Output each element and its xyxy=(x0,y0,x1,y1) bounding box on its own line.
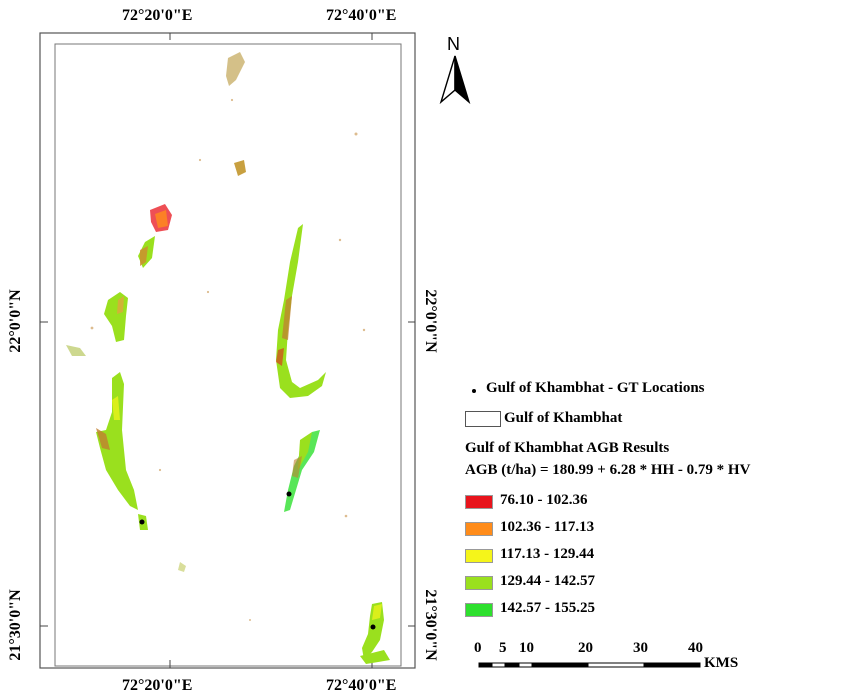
scale-bar-graphic xyxy=(478,662,701,668)
scale-tick-20: 20 xyxy=(578,640,593,656)
north-arrow-icon xyxy=(439,55,471,105)
class-swatch-3 xyxy=(465,549,493,563)
graticule-left-1: 22°0'0"N xyxy=(7,289,24,353)
class-label-5: 142.57 - 155.25 xyxy=(500,600,595,616)
gt-point xyxy=(370,624,376,630)
gt-location-icon xyxy=(472,389,476,393)
vegetation-right xyxy=(276,224,390,664)
gt-point xyxy=(139,519,145,525)
class-swatch-1 xyxy=(465,495,493,509)
gt-point xyxy=(286,491,292,497)
map-inner-frame xyxy=(54,43,402,667)
legend: Gulf of Khambhat - GT Locations Gulf of … xyxy=(460,380,840,630)
vegetation-left xyxy=(66,52,246,572)
scale-tick-40: 40 xyxy=(688,640,703,656)
scale-tick-5: 5 xyxy=(499,640,507,656)
north-label: N xyxy=(447,34,460,54)
class-swatch-4 xyxy=(465,576,493,590)
scale-tick-0: 0 xyxy=(474,640,482,656)
legend-equation: AGB (t/ha) = 180.99 + 6.28 * HH - 0.79 *… xyxy=(465,462,751,478)
scale-tick-30: 30 xyxy=(633,640,648,656)
class-label-4: 129.44 - 142.57 xyxy=(500,573,595,589)
graticule-bottom-2: 72°40'0"E xyxy=(326,677,397,694)
class-label-1: 76.10 - 102.36 xyxy=(500,492,588,508)
graticule-top-2: 72°40'0"E xyxy=(326,7,397,24)
boundary-swatch xyxy=(465,411,501,427)
speckles xyxy=(90,98,366,621)
class-swatch-2 xyxy=(465,522,493,536)
scale-tick-10: 10 xyxy=(519,640,534,656)
class-label-3: 117.13 - 129.44 xyxy=(500,546,595,562)
legend-gt-locations: Gulf of Khambhat - GT Locations xyxy=(486,380,705,396)
legend-title: Gulf of Khambhat AGB Results xyxy=(465,440,670,456)
legend-boundary: Gulf of Khambhat xyxy=(504,410,623,426)
gt-location-points xyxy=(139,491,376,630)
graticule-left-2: 21°30'0"N xyxy=(7,589,24,661)
class-swatch-5 xyxy=(465,603,493,617)
graticule-bottom-1: 72°20'0"E xyxy=(122,677,193,694)
class-label-2: 102.36 - 117.13 xyxy=(500,519,595,535)
graticule-right-1: 22°0'0"N xyxy=(422,289,439,353)
graticule-top-1: 72°20'0"E xyxy=(122,7,193,24)
graticule-right-2: 21°30'0"N xyxy=(422,589,439,661)
map-outer-frame xyxy=(39,32,416,669)
scale-unit: KMS xyxy=(704,655,739,671)
